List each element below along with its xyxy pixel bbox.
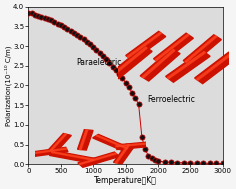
Point (208, 162, 212, 165)
Polygon shape (115, 145, 130, 163)
Point (153, 159, 157, 162)
Polygon shape (78, 130, 93, 150)
Point (104, 58, 108, 61)
Point (69, 29, 72, 32)
Point (91, 46, 95, 49)
Point (202, 162, 205, 165)
Polygon shape (51, 152, 94, 160)
Point (134, 97, 137, 100)
Point (62, 25, 66, 28)
Point (95, 49, 98, 52)
Point (85, 40, 89, 43)
Point (59, 24, 63, 27)
Point (121, 77, 124, 80)
Point (49, 19, 53, 22)
Point (75, 33, 79, 36)
Y-axis label: Polarization(10⁻¹⁰ C/m): Polarization(10⁻¹⁰ C/m) (4, 45, 12, 126)
Point (169, 161, 173, 164)
Polygon shape (110, 46, 152, 79)
Polygon shape (96, 135, 128, 149)
Polygon shape (50, 151, 95, 163)
Point (176, 161, 179, 164)
Point (163, 160, 166, 163)
Point (147, 154, 150, 157)
Point (150, 157, 153, 160)
Point (117, 73, 121, 76)
Polygon shape (50, 134, 67, 151)
Polygon shape (140, 48, 180, 81)
Polygon shape (126, 31, 166, 61)
Polygon shape (155, 34, 189, 61)
Point (30, 12, 34, 15)
Point (143, 148, 147, 151)
Point (221, 162, 225, 165)
Point (72, 31, 76, 34)
Text: Ferroelectric: Ferroelectric (148, 95, 195, 104)
Point (27, 11, 30, 14)
Point (82, 38, 85, 41)
Point (140, 135, 144, 138)
Polygon shape (142, 50, 175, 78)
Point (182, 161, 186, 164)
Point (195, 162, 199, 165)
Polygon shape (166, 50, 210, 82)
Point (124, 81, 127, 84)
Point (156, 160, 160, 163)
Point (127, 86, 131, 89)
Polygon shape (183, 35, 221, 65)
Polygon shape (25, 147, 68, 157)
Polygon shape (195, 52, 236, 84)
Polygon shape (48, 133, 71, 152)
Polygon shape (185, 36, 217, 63)
Polygon shape (196, 53, 232, 80)
Point (111, 65, 115, 68)
Polygon shape (116, 143, 154, 147)
Point (88, 43, 92, 46)
Polygon shape (112, 47, 147, 75)
Point (40, 15, 43, 18)
Point (65, 27, 69, 30)
X-axis label: Temperature（K）: Temperature（K） (94, 176, 157, 185)
Polygon shape (114, 144, 135, 164)
Polygon shape (127, 32, 161, 58)
Text: Paraelectric: Paraelectric (77, 58, 122, 67)
Point (43, 17, 46, 20)
Point (101, 55, 105, 58)
Polygon shape (167, 52, 206, 79)
Point (108, 61, 111, 64)
Point (78, 36, 82, 39)
Point (33, 13, 37, 16)
Point (189, 162, 192, 165)
Point (137, 103, 140, 106)
Polygon shape (115, 142, 155, 149)
Polygon shape (93, 134, 129, 151)
Point (46, 18, 50, 21)
Point (56, 22, 59, 25)
Polygon shape (78, 152, 119, 167)
Polygon shape (154, 33, 193, 64)
Point (130, 91, 134, 94)
Point (114, 69, 118, 72)
Point (215, 162, 218, 165)
Point (98, 52, 102, 55)
Point (36, 14, 40, 17)
Polygon shape (79, 130, 88, 149)
Polygon shape (79, 153, 116, 165)
Point (52, 21, 56, 24)
Polygon shape (25, 148, 67, 155)
